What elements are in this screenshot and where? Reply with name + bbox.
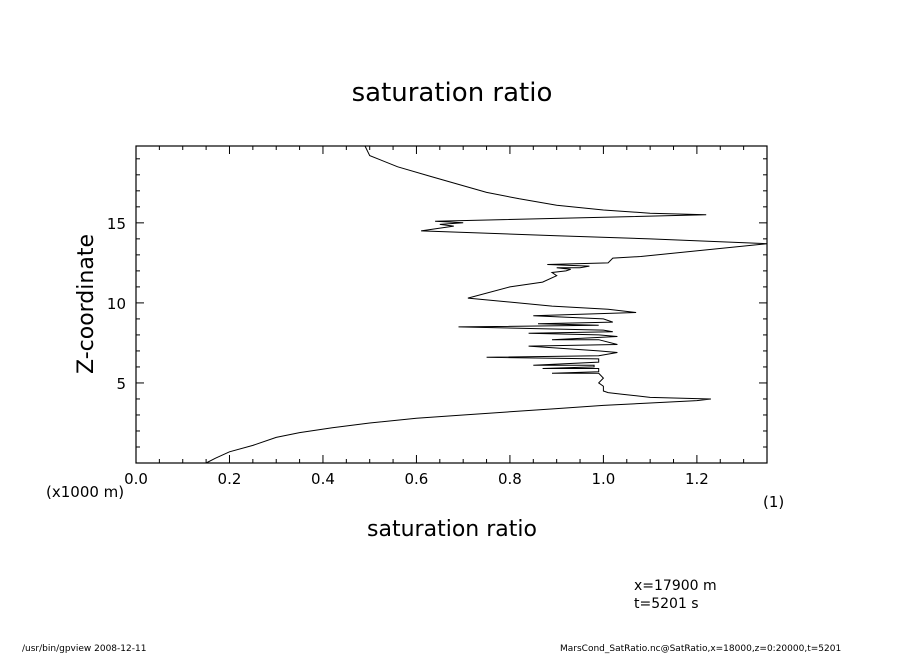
y-tick-label: 10 — [107, 295, 126, 313]
plot-frame — [135, 145, 768, 464]
x-unit-label: (1) — [763, 493, 784, 511]
footer-left: /usr/bin/gpview 2008-12-11 — [22, 644, 146, 654]
x-tick-label: 0.8 — [498, 470, 522, 488]
y-tick-label: 15 — [107, 215, 126, 233]
x-tick-label: 0.6 — [405, 470, 429, 488]
y-axis-label: Z-coordinate — [74, 234, 99, 374]
x-tick-label: 1.2 — [685, 470, 709, 488]
y-tick-labels: 5 10 15 — [107, 215, 126, 393]
data-line — [205, 145, 768, 464]
chart-title: saturation ratio — [352, 78, 553, 108]
x-tick-labels: 0.0 0.2 0.4 0.6 0.8 1.0 1.2 — [124, 470, 709, 488]
x-tick-label: 0.4 — [311, 470, 335, 488]
y-unit-label: (x1000 m) — [46, 483, 124, 501]
axis-ticks — [135, 146, 768, 463]
time-info: t=5201 s — [634, 596, 699, 612]
x-tick-label: 0.0 — [124, 470, 148, 488]
x-tick-label: 0.2 — [218, 470, 242, 488]
x-axis-label: saturation ratio — [367, 517, 537, 542]
y-tick-label: 5 — [116, 375, 126, 393]
footer-right: MarsCond_SatRatio.nc@SatRatio,x=18000,z=… — [560, 644, 841, 654]
position-info: x=17900 m — [634, 578, 717, 594]
x-tick-label: 1.0 — [591, 470, 615, 488]
